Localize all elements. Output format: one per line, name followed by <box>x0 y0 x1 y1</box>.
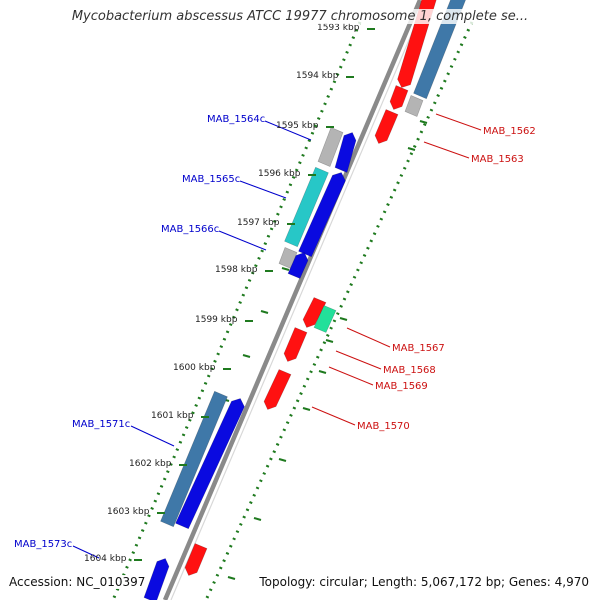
ruler-tick-label: 1593 kbp <box>317 23 360 33</box>
dotted-track-outer-right <box>204 21 474 600</box>
gene-block-mab-1571c <box>160 390 228 528</box>
backbone-highlight-line <box>170 0 427 600</box>
chromosome-backbone <box>162 0 427 600</box>
gene-block-steel-upper <box>413 0 466 100</box>
track-tick-mark <box>227 576 236 580</box>
gene-block-mab-1564c-gray <box>317 127 344 167</box>
backbone-outer-line <box>162 0 423 600</box>
leader-line-mab-1563 <box>423 141 470 159</box>
leader-line-mab-1562 <box>435 113 482 131</box>
gene-label-mab-1563: MAB_1563 <box>471 154 524 165</box>
ruler-tick-label: 1595 kbp <box>276 121 319 131</box>
map-title: Mycobacterium abscessus ATCC 19977 chrom… <box>0 9 600 24</box>
gene-block-mab-1564c <box>334 132 357 173</box>
label-leader-lines <box>72 113 482 559</box>
gene-block-mab-1563 <box>404 95 424 117</box>
ruler-tick-label: 1600 kbp <box>173 363 216 373</box>
gene-block-mab-1567-green <box>313 305 337 333</box>
gene-label-mab-1569: MAB_1569 <box>375 381 428 392</box>
track-tick-mark <box>339 317 348 321</box>
gene-label-mab-1566c: MAB_1566c <box>161 224 219 235</box>
leader-line-mab-1569 <box>328 366 374 386</box>
gene-block-red-lower <box>184 543 208 576</box>
leader-line-mab-1570 <box>311 406 356 426</box>
leader-line-mab-1571c <box>130 425 175 447</box>
gene-label-mab-1567: MAB_1567 <box>392 343 445 354</box>
gene-label-mab-1564c: MAB_1564c <box>207 114 265 125</box>
ruler-tick-label: 1596 kbp <box>258 169 301 179</box>
track-tick-mark <box>302 407 311 411</box>
gene-label-mab-1570: MAB_1570 <box>357 421 410 432</box>
gene-labels: MAB_1564c MAB_1565c MAB_1566c MAB_1571c MAB_… <box>14 114 536 550</box>
track-tick-mark <box>407 147 416 151</box>
ruler-tick-label: 1599 kbp <box>195 315 238 325</box>
track-tick-mark <box>325 339 334 343</box>
gene-block-mab-1568 <box>283 327 308 362</box>
track-tick-mark <box>242 354 251 358</box>
leader-line-mab-1565c <box>239 180 287 199</box>
gene-label-mab-1562: MAB_1562 <box>483 126 536 137</box>
ruler-tick-label: 1598 kbp <box>215 265 258 275</box>
ruler-tick-label: 1594 kbp <box>296 71 339 81</box>
leader-line-mab-1568 <box>335 350 382 370</box>
ruler-tick-label: 1597 kbp <box>237 218 280 228</box>
leader-line-mab-1564c <box>264 120 312 141</box>
ruler-tick-label: 1603 kbp <box>107 507 150 517</box>
track-tick-mark <box>419 120 428 124</box>
gene-block-mab-1567 <box>302 297 327 328</box>
gene-label-mab-1568: MAB_1568 <box>383 365 436 376</box>
genome-summary-text: Topology: circular; Length: 5,067,172 bp… <box>258 575 590 589</box>
gene-block-mab-1573c <box>143 558 170 600</box>
track-tick-mark <box>278 458 287 462</box>
gene-block-red-upper <box>374 109 399 144</box>
gene-label-mab-1571c: MAB_1571c <box>72 419 130 430</box>
leader-line-mab-1573c <box>72 545 100 559</box>
gene-blocks <box>143 0 466 600</box>
gene-block-mab-1571c-blue <box>175 398 245 530</box>
track-tick-mark <box>281 267 290 271</box>
gene-block-mab-1562-tail <box>389 85 409 110</box>
gene-label-mab-1565c: MAB_1565c <box>182 174 240 185</box>
gene-block-blue-mid <box>287 252 309 279</box>
track-tick-mark <box>253 517 262 521</box>
leader-line-mab-1567 <box>346 327 391 348</box>
leader-line-mab-1566c <box>218 230 267 251</box>
gene-label-mab-1573c: MAB_1573c <box>14 539 72 550</box>
dotted-track-outer-left <box>111 21 362 600</box>
ruler-tick-label: 1601 kbp <box>151 411 194 421</box>
ruler-tick-label: 1602 kbp <box>129 459 172 469</box>
ruler-tick-labels: 1593 kbp 1594 kbp 1595 kbp 1596 kbp 1597 kbp… <box>84 23 375 564</box>
ruler-tick-label: 1604 kbp <box>84 554 127 564</box>
track-tick-mark <box>318 370 327 374</box>
gene-block-mab-1565c <box>284 166 329 248</box>
track-tick-mark <box>260 310 269 314</box>
accession-text: Accession: NC_010397 <box>8 575 147 589</box>
gene-block-mab-1570 <box>263 369 292 410</box>
